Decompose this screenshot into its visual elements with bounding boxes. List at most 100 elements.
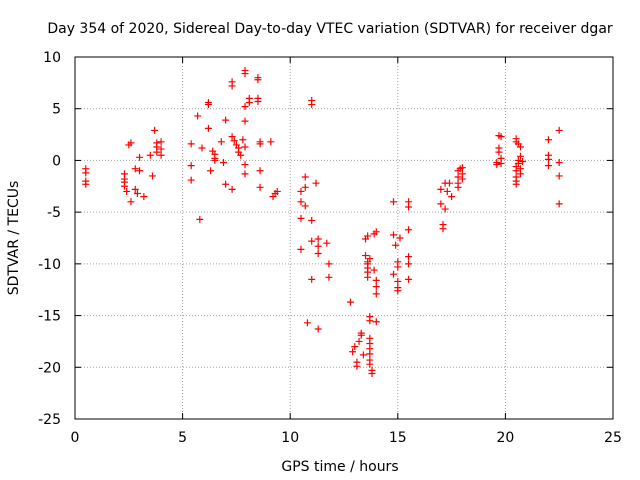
data-point — [355, 337, 363, 345]
data-point — [297, 214, 305, 222]
data-point — [204, 101, 212, 109]
x-tick-label: 10 — [281, 430, 299, 446]
data-point — [153, 148, 161, 156]
data-point — [516, 170, 524, 178]
data-point — [366, 255, 374, 263]
y-axis-title: SDTVAR / TECUs — [6, 181, 22, 296]
data-point — [454, 183, 462, 191]
data-point — [241, 117, 249, 125]
data-point — [187, 162, 195, 170]
data-point — [493, 161, 501, 169]
data-point — [372, 318, 380, 326]
axis-ticks: 0 5 10 15 20 25 -25 -20 -15 -10 -5 0 5 10 — [38, 50, 622, 446]
x-tick-label: 5 — [178, 430, 187, 446]
y-tick-label: 0 — [52, 153, 61, 169]
data-point — [136, 153, 144, 161]
data-point — [82, 169, 90, 177]
chart-title: Day 354 of 2020, Sidereal Day-to-day VTE… — [47, 21, 613, 37]
data-point — [241, 170, 249, 178]
data-point — [245, 99, 253, 107]
data-point — [194, 112, 202, 120]
data-point — [207, 167, 215, 175]
data-point — [353, 362, 361, 370]
data-point — [297, 198, 305, 206]
y-tick-label: -25 — [38, 412, 61, 428]
data-point — [146, 151, 154, 159]
data-point — [458, 175, 466, 183]
data-point — [364, 232, 372, 240]
data-point — [82, 180, 90, 188]
data-point — [127, 198, 135, 206]
data-point — [372, 276, 380, 284]
data-point — [366, 360, 374, 368]
data-point — [544, 155, 552, 163]
data-point — [443, 187, 451, 195]
data-point — [140, 193, 148, 201]
data-point — [437, 200, 445, 208]
y-tick-label: 5 — [52, 102, 61, 118]
data-point — [372, 290, 380, 298]
data-point — [198, 144, 206, 152]
data-point — [441, 205, 449, 213]
data-point — [131, 165, 139, 173]
data-point — [405, 203, 413, 211]
data-point — [512, 167, 520, 175]
data-point — [131, 185, 139, 193]
data-point — [241, 103, 249, 111]
data-point — [396, 234, 404, 242]
data-point — [405, 253, 413, 261]
data-point — [120, 182, 128, 190]
data-point — [133, 190, 141, 198]
data-point — [256, 140, 264, 148]
x-tick-label: 25 — [604, 430, 622, 446]
data-point — [273, 187, 281, 195]
grid-lines — [75, 57, 613, 419]
data-point — [325, 260, 333, 268]
data-point — [151, 126, 159, 134]
data-point — [544, 136, 552, 144]
data-point — [389, 198, 397, 206]
data-point — [495, 144, 503, 152]
data-point — [497, 133, 505, 141]
data-point — [555, 126, 563, 134]
data-point — [372, 283, 380, 291]
data-point — [405, 226, 413, 234]
data-point — [228, 185, 236, 193]
data-point — [217, 138, 225, 146]
data-point — [323, 239, 331, 247]
data-point — [256, 167, 264, 175]
data-point — [555, 172, 563, 180]
data-point — [544, 162, 552, 170]
data-point — [157, 151, 165, 159]
data-point — [241, 161, 249, 169]
data-point — [256, 183, 264, 191]
data-point — [308, 216, 316, 224]
data-point — [196, 215, 204, 223]
data-point — [368, 369, 376, 377]
data-point — [389, 231, 397, 239]
data-point — [157, 138, 165, 146]
data-point — [211, 156, 219, 164]
data-point — [219, 158, 227, 166]
data-point — [301, 202, 309, 210]
data-point — [308, 275, 316, 283]
x-tick-label: 0 — [71, 430, 80, 446]
y-tick-label: -10 — [38, 257, 61, 273]
data-point — [204, 124, 212, 132]
data-point — [366, 350, 374, 358]
data-points — [82, 66, 563, 377]
data-point — [392, 241, 400, 249]
x-tick-label: 15 — [389, 430, 407, 446]
data-point — [222, 180, 230, 188]
data-point — [148, 172, 156, 180]
data-point — [364, 273, 372, 281]
data-point — [187, 140, 195, 148]
data-point — [516, 143, 524, 151]
data-point — [241, 70, 249, 78]
data-point — [394, 287, 402, 295]
data-point — [267, 138, 275, 146]
data-point — [405, 275, 413, 283]
data-point — [297, 245, 305, 253]
data-point — [239, 136, 247, 144]
data-point — [351, 343, 359, 351]
